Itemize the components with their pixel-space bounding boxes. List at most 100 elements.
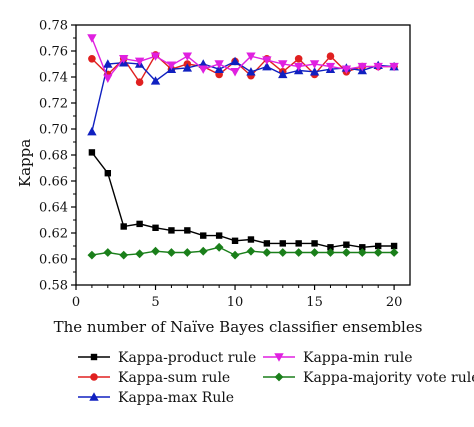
x-tick-label: 5 bbox=[151, 295, 159, 310]
data-point bbox=[373, 248, 383, 257]
data-point bbox=[373, 62, 383, 72]
data-point bbox=[274, 353, 284, 362]
data-point bbox=[198, 65, 208, 74]
data-point bbox=[119, 55, 129, 64]
data-point bbox=[374, 242, 382, 250]
data-point bbox=[198, 246, 208, 256]
data-point bbox=[150, 52, 161, 61]
data-point bbox=[263, 240, 271, 247]
x-tick-label: 15 bbox=[306, 295, 323, 310]
legend-label: Kappa-max Rule bbox=[118, 390, 234, 406]
data-point bbox=[246, 52, 256, 61]
data-point bbox=[278, 60, 288, 69]
x-axis-title: The number of Naïve Bayes classifier ens… bbox=[54, 318, 423, 336]
data-point bbox=[134, 57, 145, 67]
data-point bbox=[326, 248, 335, 257]
data-point bbox=[389, 62, 399, 72]
data-point bbox=[274, 372, 284, 382]
data-point bbox=[152, 224, 159, 231]
data-point bbox=[104, 170, 112, 177]
data-point bbox=[135, 78, 144, 86]
data-point bbox=[87, 250, 97, 260]
x-tick-label: 10 bbox=[227, 295, 244, 310]
data-point bbox=[262, 248, 272, 257]
data-point bbox=[231, 237, 239, 244]
legend-item: Kappa-max Rule bbox=[78, 390, 234, 406]
data-point bbox=[262, 61, 272, 71]
data-point bbox=[166, 61, 177, 70]
data-point bbox=[88, 149, 96, 156]
legend-label: Kappa-majority vote rule bbox=[303, 370, 474, 386]
legend-item: Kappa-min rule bbox=[263, 350, 413, 366]
legend-item: Kappa-sum rule bbox=[78, 370, 230, 386]
legend-item: Kappa-majority vote rule bbox=[263, 370, 474, 386]
data-point bbox=[135, 249, 145, 259]
data-point bbox=[214, 64, 224, 73]
series-kappa-majority-vote-rule bbox=[87, 242, 399, 260]
y-tick-label: 0.60 bbox=[39, 253, 68, 268]
legend: Kappa-product rule Kappa-sum rule Kappa-ma… bbox=[78, 350, 474, 406]
data-point bbox=[343, 241, 350, 248]
data-point bbox=[168, 227, 175, 234]
data-point bbox=[293, 62, 304, 72]
y-tick-label: 0.78 bbox=[39, 19, 68, 34]
data-point bbox=[341, 248, 351, 257]
data-point bbox=[182, 248, 192, 257]
data-point bbox=[214, 60, 224, 69]
data-point bbox=[182, 63, 193, 72]
y-tick-label: 0.70 bbox=[39, 123, 68, 138]
y-tick-label: 0.64 bbox=[39, 201, 68, 216]
data-point bbox=[309, 60, 320, 69]
data-point bbox=[247, 236, 255, 243]
data-point bbox=[230, 68, 240, 77]
data-point bbox=[262, 56, 272, 65]
y-tick-label: 0.68 bbox=[39, 149, 68, 164]
data-point bbox=[103, 248, 113, 257]
series-kappa-min-rule bbox=[87, 34, 399, 83]
legend-label: Kappa-min rule bbox=[303, 350, 413, 366]
data-point bbox=[246, 67, 256, 76]
data-point bbox=[279, 240, 286, 247]
data-point bbox=[87, 34, 97, 43]
series-layer bbox=[87, 34, 399, 260]
data-point bbox=[389, 248, 399, 257]
data-point bbox=[278, 69, 288, 79]
series-kappa-product-rule bbox=[88, 149, 398, 251]
data-point bbox=[357, 62, 367, 72]
y-axis-title: Kappa bbox=[16, 139, 34, 187]
data-point bbox=[120, 223, 127, 230]
y-tick-label: 0.58 bbox=[39, 279, 68, 294]
data-point bbox=[103, 74, 113, 83]
data-point bbox=[390, 242, 398, 250]
data-point bbox=[294, 55, 303, 63]
data-point bbox=[89, 392, 99, 401]
data-point bbox=[359, 244, 366, 251]
y-tick-label: 0.66 bbox=[39, 175, 68, 190]
data-point bbox=[200, 232, 207, 239]
x-tick-label: 0 bbox=[72, 295, 80, 310]
data-point bbox=[151, 246, 160, 256]
data-point bbox=[136, 220, 143, 228]
data-point bbox=[119, 250, 129, 260]
data-point bbox=[214, 242, 224, 252]
data-point bbox=[230, 56, 240, 66]
data-point bbox=[90, 373, 98, 381]
legend-item: Kappa-product rule bbox=[78, 350, 256, 366]
data-point bbox=[215, 232, 223, 239]
data-point bbox=[88, 55, 96, 63]
series-line bbox=[91, 151, 395, 249]
data-point bbox=[311, 240, 318, 247]
data-point bbox=[230, 250, 240, 260]
data-point bbox=[103, 59, 113, 68]
data-point bbox=[182, 52, 193, 61]
data-point bbox=[327, 244, 334, 251]
data-point bbox=[246, 246, 256, 256]
data-point bbox=[294, 248, 304, 257]
y-tick-label: 0.76 bbox=[39, 45, 68, 60]
data-point bbox=[90, 353, 98, 361]
data-point bbox=[326, 52, 335, 60]
legend-label: Kappa-product rule bbox=[118, 350, 256, 366]
data-point bbox=[357, 248, 367, 257]
data-point bbox=[310, 248, 319, 257]
